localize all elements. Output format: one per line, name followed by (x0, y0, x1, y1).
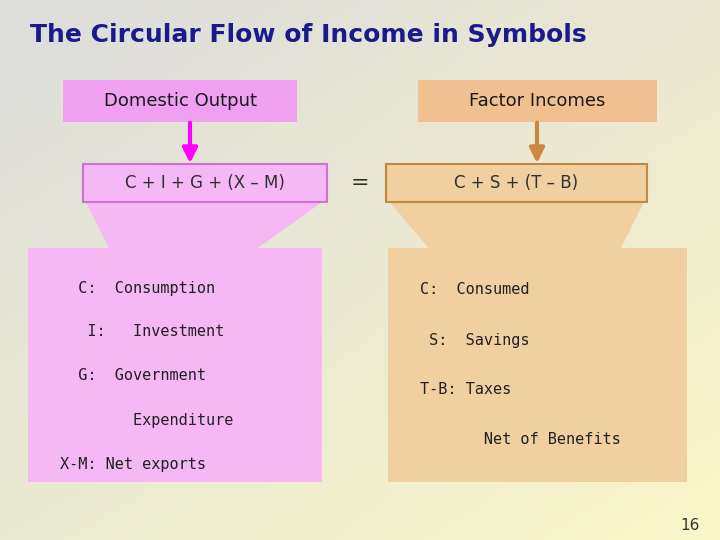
Text: The Circular Flow of Income in Symbols: The Circular Flow of Income in Symbols (30, 23, 587, 47)
FancyBboxPatch shape (386, 164, 647, 202)
Text: =: = (351, 173, 369, 193)
FancyBboxPatch shape (388, 248, 687, 482)
Polygon shape (85, 200, 325, 250)
Text: C:  Consumption: C: Consumption (60, 280, 215, 295)
FancyBboxPatch shape (28, 248, 322, 482)
Text: C + S + (T – B): C + S + (T – B) (454, 174, 579, 192)
Text: Expenditure: Expenditure (60, 413, 233, 428)
Text: Domestic Output: Domestic Output (104, 92, 256, 110)
Text: S:  Savings: S: Savings (420, 333, 529, 348)
Text: I:   Investment: I: Investment (60, 325, 224, 340)
Text: T-B: Taxes: T-B: Taxes (420, 382, 511, 397)
Text: Factor Incomes: Factor Incomes (469, 92, 606, 110)
FancyBboxPatch shape (63, 80, 297, 122)
FancyBboxPatch shape (83, 164, 327, 202)
Text: Net of Benefits: Net of Benefits (420, 433, 621, 448)
Polygon shape (388, 200, 645, 250)
Text: G:  Government: G: Government (60, 368, 206, 383)
Text: X-M: Net exports: X-M: Net exports (60, 456, 206, 471)
FancyBboxPatch shape (418, 80, 657, 122)
Text: C:  Consumed: C: Consumed (420, 282, 529, 298)
Text: C + I + G + (X – M): C + I + G + (X – M) (125, 174, 285, 192)
Text: 16: 16 (680, 517, 700, 532)
